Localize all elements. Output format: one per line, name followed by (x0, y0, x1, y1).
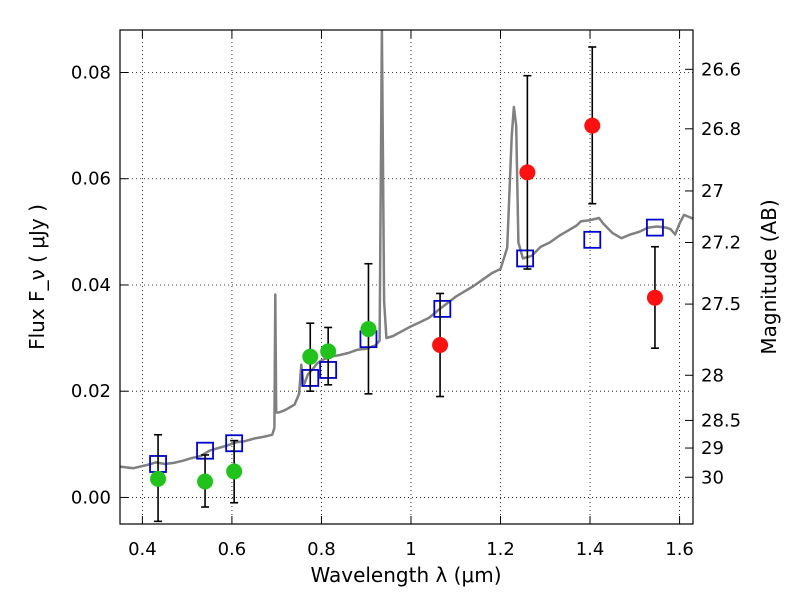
x-tick-label: 1 (405, 539, 416, 560)
green-data-point (226, 463, 243, 480)
right-tick-label: 29 (701, 438, 724, 459)
y-tick-label: 0.06 (71, 169, 111, 190)
data-layer (120, 30, 693, 523)
x-tick-label: 1.6 (665, 539, 694, 560)
x-tick-label: 0.6 (218, 539, 247, 560)
model-photometry-marker (516, 249, 535, 268)
y-tick-label: 0.08 (71, 62, 111, 83)
y-tick-label: 0.02 (71, 381, 111, 402)
red-data-point (646, 289, 663, 306)
model-photometry-marker (433, 299, 452, 318)
x-tick-label: 0.4 (128, 539, 157, 560)
x-tick-label: 1.2 (486, 539, 515, 560)
right-tick-label: 26.8 (701, 119, 741, 140)
plot-frame (119, 29, 694, 525)
y-axis-label: Flux F_ν ( μJy ) (25, 204, 49, 350)
right-tick-label: 27.5 (701, 294, 741, 315)
green-data-point (150, 470, 167, 487)
green-data-point (302, 348, 319, 365)
green-data-point (320, 343, 337, 360)
ticks: 0.4 0.6 0.8 1 1.2 1.4 1.6 0.00 0.02 0.04 0.06 0.08 2… (71, 30, 741, 560)
red-data-point (519, 164, 536, 181)
y-axis-right-label: Magnitude (AB) (757, 199, 781, 354)
red-data-point (432, 336, 449, 353)
red-data-point (584, 117, 601, 134)
right-tick-label: 28 (701, 365, 724, 386)
right-tick-label: 28.5 (701, 410, 741, 431)
model-photometry-marker (646, 218, 664, 237)
green-data-point (360, 321, 377, 338)
right-tick-label: 26.6 (701, 59, 741, 80)
x-tick-label: 1.4 (576, 539, 605, 560)
spectrum-line (120, 30, 693, 470)
x-axis-label: Wavelength λ (μm) (310, 563, 501, 587)
plot-background (120, 30, 693, 524)
right-tick-label: 27 (701, 181, 724, 202)
right-tick-label: 30 (701, 467, 724, 488)
x-tick-label: 0.8 (307, 539, 336, 560)
right-tick-label: 27.2 (701, 232, 741, 253)
green-data-point (197, 473, 214, 490)
model-photometry-marker (583, 230, 602, 249)
y-tick-label: 0.00 (71, 487, 111, 508)
y-tick-label: 0.04 (71, 275, 111, 296)
